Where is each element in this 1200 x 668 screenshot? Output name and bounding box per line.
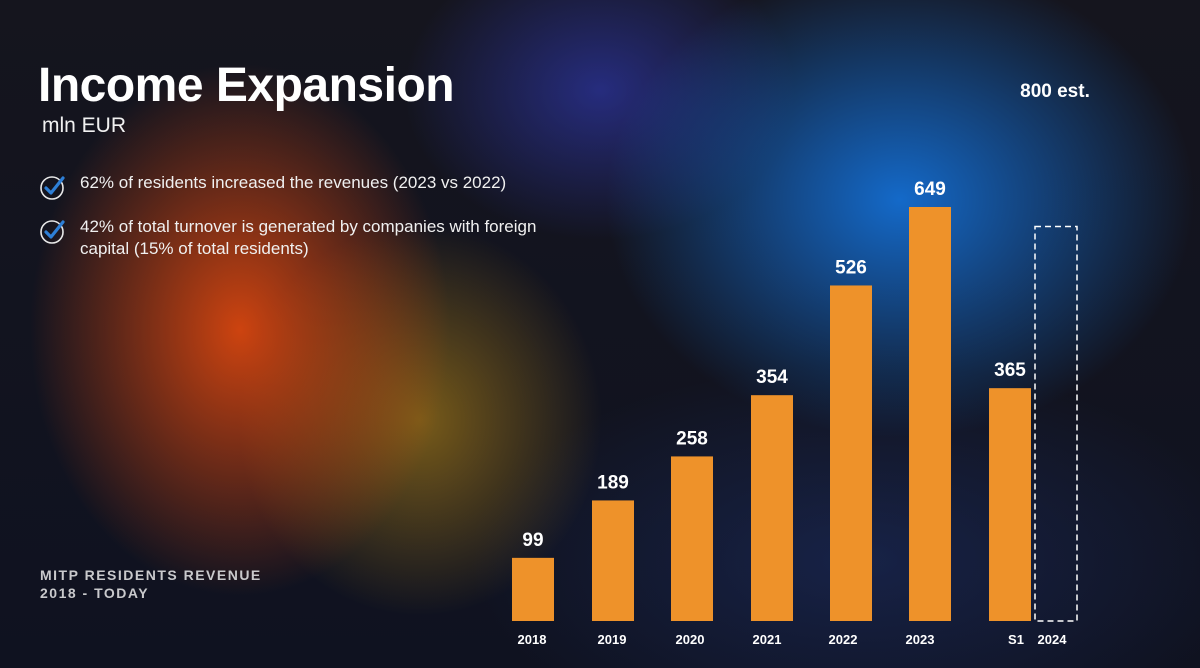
bullet-text: 42% of total turnover is generated by co… [80, 217, 537, 258]
bullet-text: 62% of residents increased the revenues … [80, 173, 507, 192]
x-tick-2018: 2018 [518, 632, 547, 647]
x-tick-s1: S1 [1008, 632, 1024, 647]
data-label-2019: 189 [597, 472, 629, 493]
bar-2018 [512, 557, 554, 621]
bullet-item: 42% of total turnover is generated by co… [38, 216, 560, 260]
x-tick-2024: 2024 [1038, 632, 1068, 647]
bullet-item: 62% of residents increased the revenues … [38, 172, 560, 202]
caption-line: 2018 - TODAY [40, 585, 150, 601]
bar-2020 [671, 456, 713, 621]
data-label-s1: 365 [994, 360, 1026, 381]
x-tick-2019: 2019 [598, 632, 627, 647]
page-title: Income Expansion [38, 59, 455, 112]
estimate-bar-outline [1034, 225, 1078, 622]
x-tick-2020: 2020 [676, 632, 705, 647]
unit-subtitle: mln EUR [42, 114, 127, 137]
bar-s1 [989, 388, 1031, 621]
data-label-2022: 526 [835, 257, 867, 278]
data-label-2023: 649 [914, 179, 946, 200]
data-label-2018: 99 [522, 530, 543, 551]
checkmark-circle-icon [40, 176, 65, 200]
bar-2022 [830, 285, 872, 621]
x-tick-2021: 2021 [753, 632, 782, 647]
bar-2021 [751, 395, 793, 621]
estimate-label: 800 est. [1020, 81, 1090, 102]
data-label-2020: 258 [676, 428, 708, 449]
data-label-2021: 354 [756, 367, 788, 388]
x-tick-2023: 2023 [906, 632, 935, 647]
checkmark-circle-icon [40, 220, 65, 244]
bar-2023 [909, 207, 951, 621]
x-tick-2022: 2022 [829, 632, 858, 647]
bullet-list: 62% of residents increased the revenues … [38, 172, 560, 274]
chart-caption: MITP RESIDENTS REVENUE 2018 - TODAY [40, 566, 262, 602]
caption-line: MITP RESIDENTS REVENUE [40, 567, 262, 583]
bar-2019 [592, 500, 634, 621]
